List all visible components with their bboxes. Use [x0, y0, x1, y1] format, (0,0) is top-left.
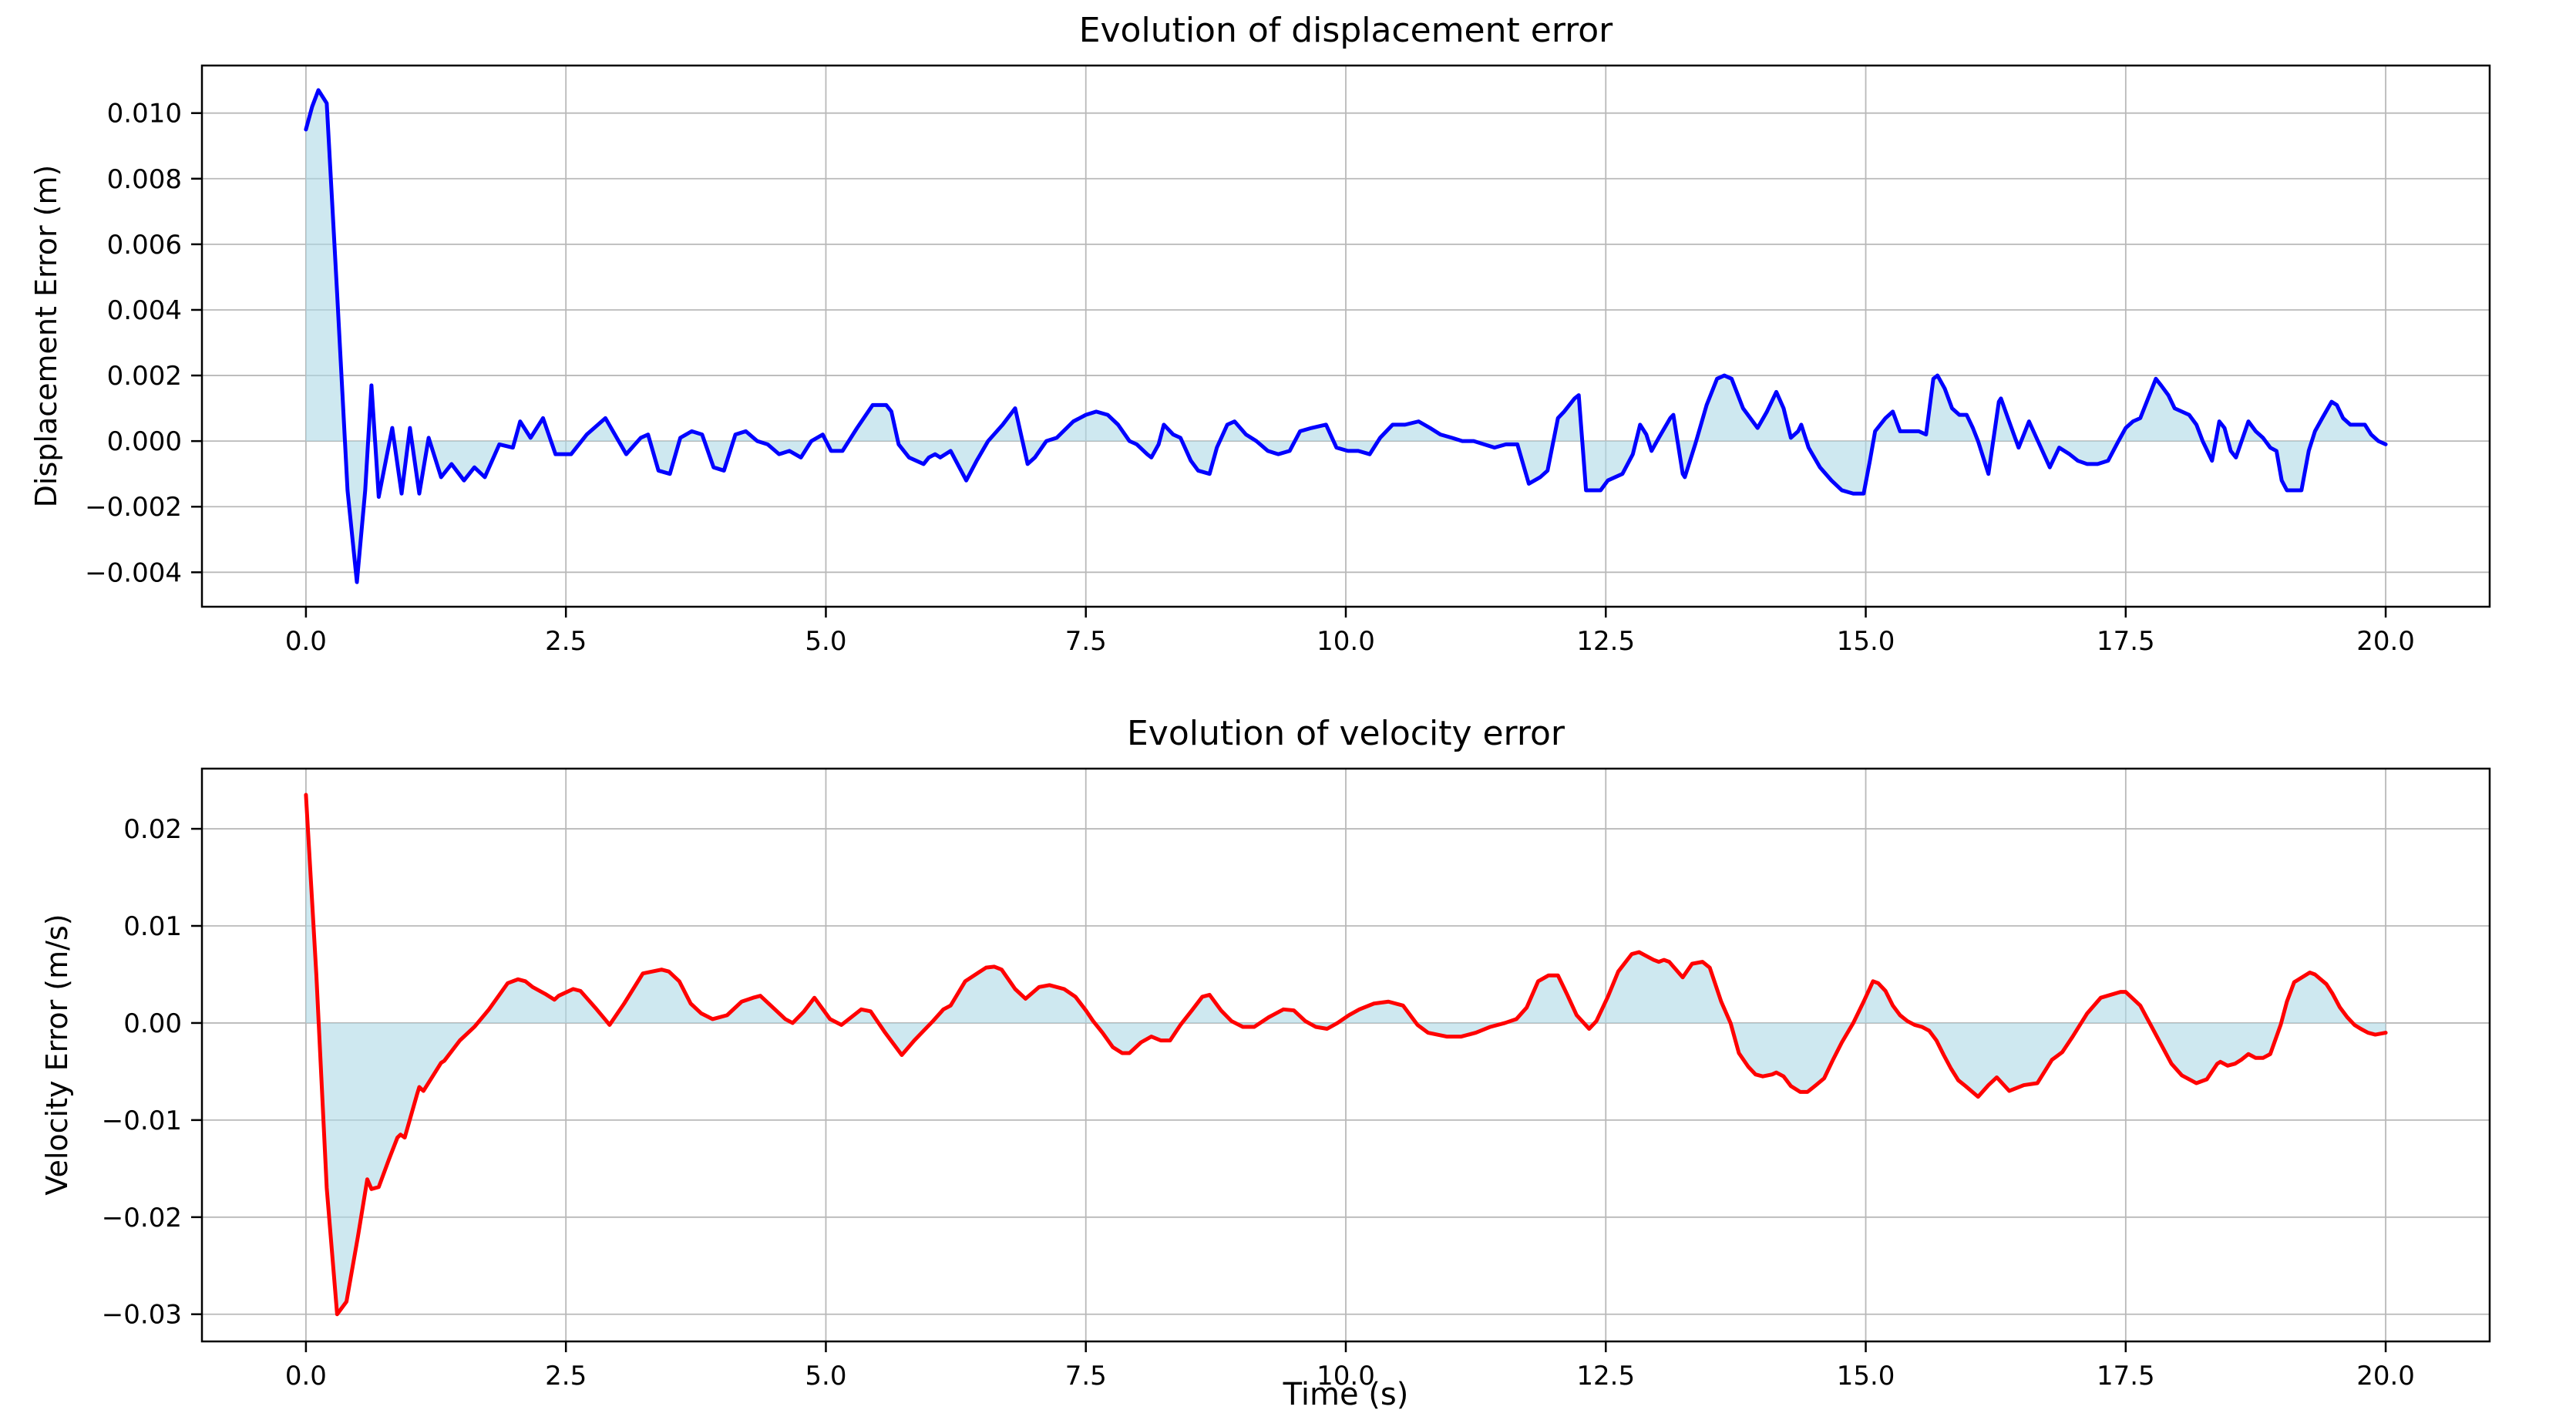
x-tick-label: 10.0 — [1317, 626, 1375, 657]
x-tick-label: 15.0 — [1837, 626, 1895, 657]
x-tick-label: 2.5 — [545, 1361, 587, 1392]
y-tick-label: 0.000 — [107, 426, 182, 457]
displacement-chart: 0.0 2.5 5.0 7.5 10.0 12.5 15.0 17.5 20.0 −0.004 −0… — [85, 64, 2491, 657]
x-tick-label: 10.0 — [1317, 1361, 1375, 1392]
velocity-error-line — [304, 793, 2388, 1317]
x-tick-label: 17.5 — [2097, 626, 2155, 657]
y-tick-label: −0.01 — [102, 1106, 182, 1136]
x-tick-label: 12.5 — [1576, 626, 1635, 657]
y-tick-label: 0.010 — [107, 99, 182, 130]
y-tick-label: −0.03 — [102, 1300, 182, 1331]
x-tick-label: 12.5 — [1576, 1361, 1635, 1392]
y-tick-label: −0.02 — [102, 1203, 182, 1233]
x-tick-label: 0.0 — [285, 1361, 327, 1392]
y-tick-label: 0.008 — [107, 164, 182, 195]
x-tick-label: 15.0 — [1837, 1361, 1895, 1392]
x-tick-label: 20.0 — [2356, 626, 2415, 657]
x-tick-label: 5.0 — [805, 1361, 846, 1392]
displacement-chart-title: Evolution of displacement error — [1078, 11, 1613, 50]
x-tick-label: 2.5 — [545, 626, 587, 657]
y-tick-label: −0.004 — [85, 557, 182, 588]
y-tick-label: 0.00 — [123, 1008, 182, 1039]
y-tick-label: 0.006 — [107, 230, 182, 261]
y-tick-label: 0.002 — [107, 361, 182, 392]
x-tick-label: 20.0 — [2356, 1361, 2415, 1392]
x-tick-label: 0.0 — [285, 626, 327, 657]
velocity-chart-title: Evolution of velocity error — [1126, 714, 1565, 753]
displacement-error-line — [304, 88, 2388, 584]
time-axis-label: Time (s) — [1283, 1377, 1409, 1412]
x-tick-label: 7.5 — [1065, 1361, 1107, 1392]
y-tick-label: 0.01 — [123, 911, 182, 942]
x-tick-label: 7.5 — [1065, 626, 1107, 657]
x-tick-label: 17.5 — [2097, 1361, 2155, 1392]
error-fill-area — [305, 89, 2386, 583]
velocity-y-axis-label: Velocity Error (m/s) — [40, 914, 74, 1196]
displacement-y-axis-label: Displacement Error (m) — [29, 164, 63, 508]
x-tick-label: 5.0 — [805, 626, 846, 657]
velocity-chart: 0.0 2.5 5.0 7.5 10.0 12.5 15.0 17.5 20.0 −0.03 −0.… — [102, 767, 2491, 1392]
y-tick-label: −0.002 — [85, 492, 182, 523]
y-tick-label: 0.02 — [123, 814, 182, 845]
error-fill-area — [305, 795, 2386, 1314]
y-tick-label: 0.004 — [107, 295, 182, 326]
